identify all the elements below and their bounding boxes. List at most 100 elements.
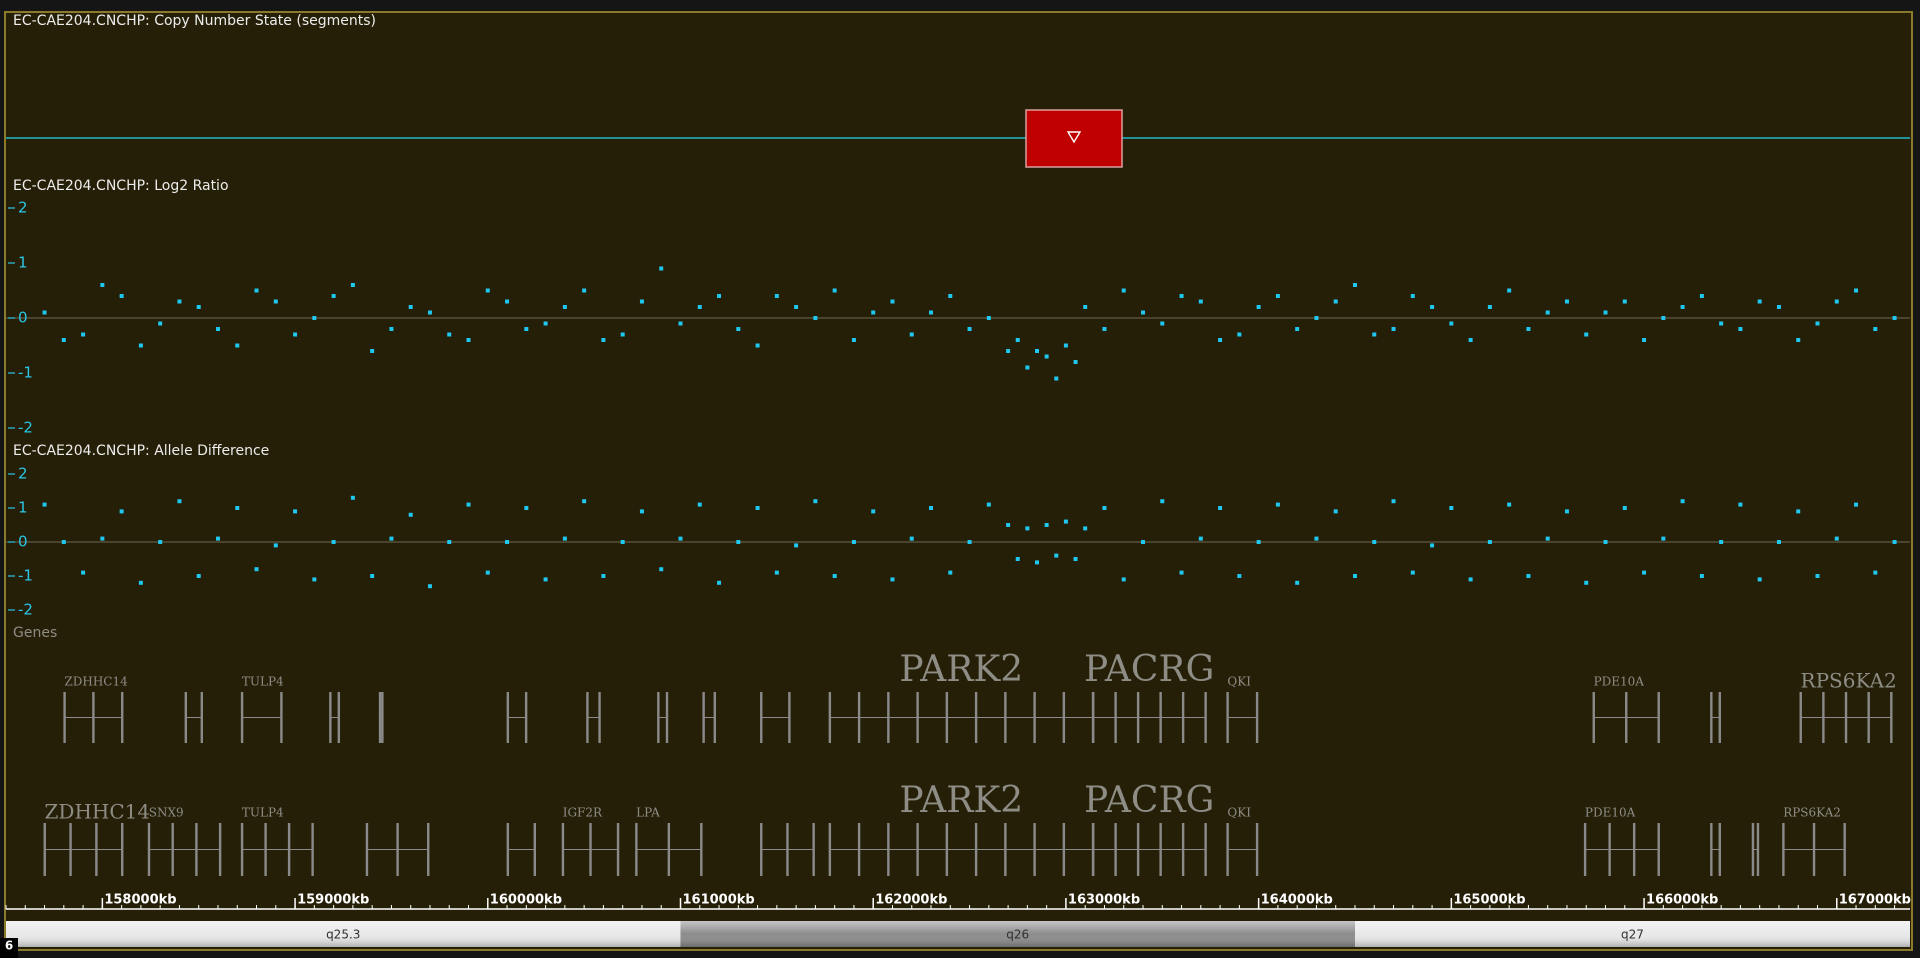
data-point xyxy=(1025,526,1030,531)
data-point xyxy=(1449,506,1454,510)
gene-exon xyxy=(92,692,95,743)
track-title: EC-CAE204.CNCHP: Copy Number State (segm… xyxy=(13,13,376,29)
gene-exon xyxy=(887,823,890,876)
data-point xyxy=(524,506,529,510)
data-point xyxy=(524,327,529,331)
data-point xyxy=(890,299,895,304)
data-point xyxy=(909,536,914,541)
track-panel xyxy=(4,11,1913,951)
gene-exon xyxy=(95,823,98,876)
data-point xyxy=(1295,580,1300,585)
gene-exon xyxy=(1091,823,1095,876)
segment-marker[interactable] xyxy=(1025,109,1123,168)
data-point xyxy=(505,540,510,544)
data-point xyxy=(466,338,471,342)
gene-exon xyxy=(828,692,832,743)
data-point xyxy=(1141,310,1146,315)
gene-label: ZDHHC14 xyxy=(64,675,128,689)
data-point xyxy=(1564,509,1569,514)
cytoband-label: q26 xyxy=(1006,928,1029,942)
track-title: EC-CAE204.CNCHP: Allele Difference xyxy=(13,443,269,459)
gene-exon xyxy=(1625,692,1628,743)
data-point xyxy=(620,332,625,337)
gene-exon xyxy=(1608,823,1611,876)
data-point xyxy=(832,574,837,578)
data-point xyxy=(1873,570,1878,575)
gene-exon xyxy=(524,692,528,743)
data-point xyxy=(678,321,683,326)
gene-exon xyxy=(1091,692,1095,743)
data-point xyxy=(196,305,201,309)
data-point xyxy=(1391,327,1396,331)
gene-exon xyxy=(311,823,314,876)
data-point xyxy=(350,495,355,500)
cytoband-label: q25.3 xyxy=(326,928,360,942)
data-point xyxy=(1449,321,1454,326)
data-point xyxy=(717,580,722,585)
gene-exon xyxy=(381,692,384,743)
cytoband-shade xyxy=(6,921,681,947)
gene-exon xyxy=(1657,692,1660,743)
data-point xyxy=(948,294,953,298)
gene-exon xyxy=(43,823,46,876)
segment-box[interactable] xyxy=(1025,109,1123,168)
data-point xyxy=(1719,321,1724,326)
data-point xyxy=(370,574,375,578)
gene-exon xyxy=(1255,692,1259,743)
data-point xyxy=(1680,305,1685,309)
gene-label: PDE10A xyxy=(1594,675,1645,689)
data-point xyxy=(158,321,163,326)
gene-exon xyxy=(1710,692,1713,743)
data-point xyxy=(408,305,413,309)
gene-exon xyxy=(665,692,669,743)
data-point xyxy=(1622,299,1627,304)
data-point xyxy=(755,506,760,510)
cytoband-label: q27 xyxy=(1621,928,1644,942)
data-point xyxy=(350,283,355,287)
gene-exon xyxy=(200,692,204,743)
data-point xyxy=(100,283,105,287)
gene-exon xyxy=(1204,823,1207,876)
ruler-label: 162000kb xyxy=(875,893,947,908)
gene-exon xyxy=(760,692,763,743)
gene-label: RPS6KA2 xyxy=(1783,806,1841,820)
gene-exon xyxy=(1114,692,1117,743)
data-point xyxy=(408,512,413,517)
gene-exon xyxy=(147,823,151,876)
data-point xyxy=(1314,316,1319,320)
data-point xyxy=(871,509,876,514)
data-point xyxy=(1545,536,1550,541)
data-point xyxy=(505,299,510,304)
gene-exon xyxy=(1004,823,1007,876)
data-point xyxy=(177,299,182,304)
data-point xyxy=(717,294,722,298)
data-point xyxy=(1661,316,1666,320)
gene-exon xyxy=(1136,692,1140,743)
data-point xyxy=(774,294,779,298)
gene-exon xyxy=(1255,823,1259,876)
data-point xyxy=(890,577,895,582)
gene-exon xyxy=(1812,823,1816,876)
gene-exon xyxy=(365,823,369,876)
data-point xyxy=(794,543,799,548)
data-point xyxy=(1179,570,1184,575)
gene-exon xyxy=(1114,823,1117,876)
gene-label: RPS6KA2 xyxy=(1801,669,1897,693)
data-point xyxy=(427,310,432,315)
data-point xyxy=(1468,577,1473,582)
data-point xyxy=(177,499,182,504)
data-point xyxy=(1507,288,1512,293)
y-tick-label: 0 xyxy=(18,533,28,551)
data-point xyxy=(1083,305,1088,309)
gene-exon xyxy=(1226,823,1229,876)
gene-exon xyxy=(240,823,244,876)
gene-exon xyxy=(1822,692,1825,743)
gene-exon xyxy=(1226,692,1229,743)
data-point xyxy=(370,349,375,353)
data-point xyxy=(1006,349,1011,353)
gene-exon xyxy=(760,823,763,876)
data-point xyxy=(1352,574,1357,578)
data-point xyxy=(1198,299,1203,304)
data-point xyxy=(1372,332,1377,337)
